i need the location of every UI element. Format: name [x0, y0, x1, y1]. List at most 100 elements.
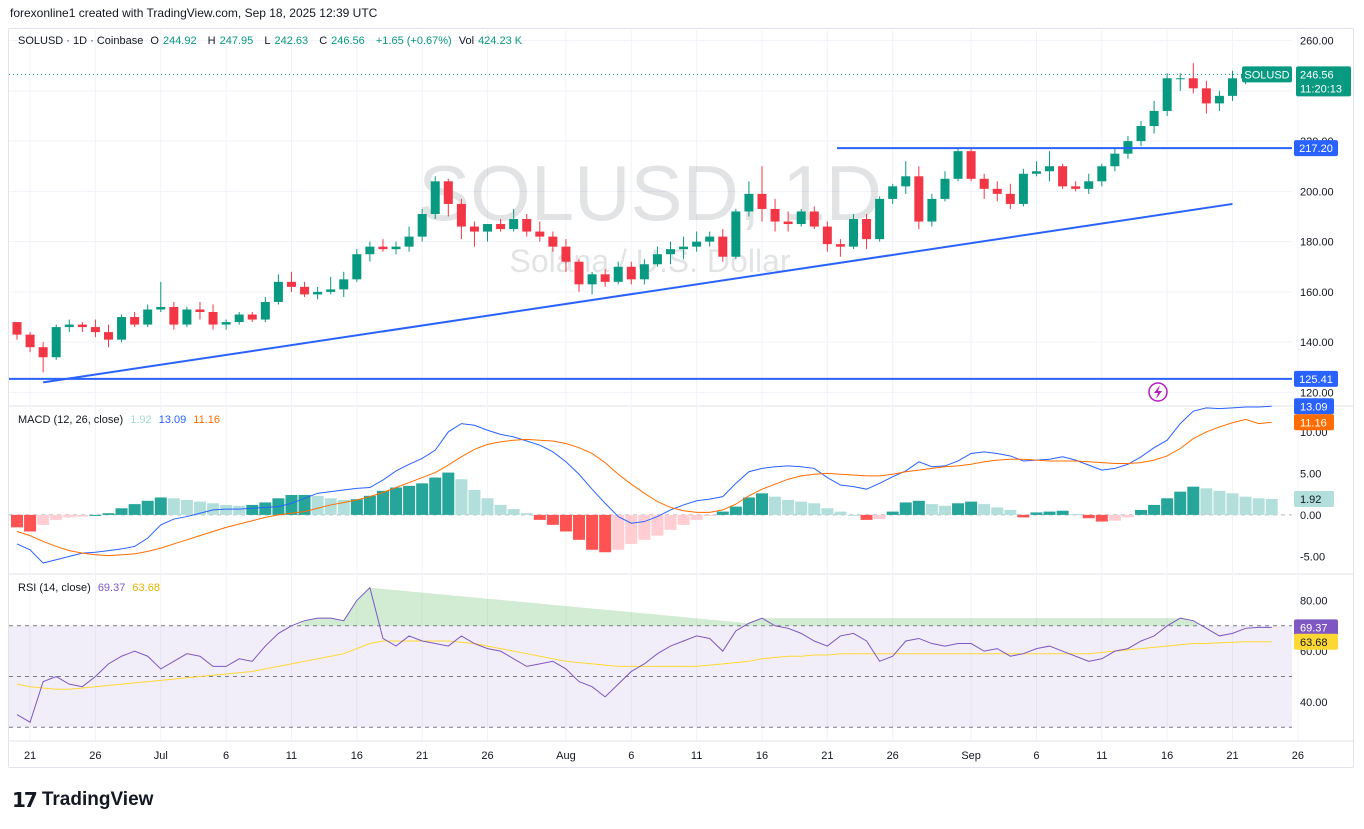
candle-body: [247, 314, 257, 320]
macd-value-tag-label: 13.09: [1300, 401, 1328, 413]
candle: [195, 301, 205, 320]
tradingview-logo[interactable]: 17 TradingView: [12, 788, 153, 812]
candle-body: [469, 226, 479, 232]
symbol-legend[interactable]: SOLUSD · 1D · Coinbase O 244.92 H 247.95 L…: [18, 35, 530, 47]
axis-labels: 260.00240.00220.00200.00180.00160.00140.…: [24, 36, 1334, 762]
candle: [1097, 163, 1107, 187]
candle: [1071, 181, 1081, 192]
candle: [1031, 161, 1041, 177]
candle: [692, 231, 702, 252]
macd-hist-bar: [834, 511, 847, 515]
macd-hist-bar: [1187, 486, 1200, 515]
candle: [260, 296, 270, 323]
candle-body: [835, 244, 845, 247]
candle-body: [966, 151, 976, 179]
support-level-tag: [1294, 370, 1338, 387]
chart-frame[interactable]: [8, 28, 1354, 768]
candle-body: [652, 254, 662, 265]
candle-body: [103, 332, 113, 340]
macd-hist-bar: [795, 501, 808, 515]
close-value: 246.56: [331, 35, 365, 47]
candle: [469, 221, 479, 247]
candle-body: [692, 241, 702, 247]
candle-body: [613, 266, 623, 282]
candle: [1188, 63, 1198, 94]
macd-hist-bar: [1200, 488, 1213, 515]
candle: [966, 148, 976, 182]
candle: [679, 236, 689, 260]
rsi-title[interactable]: RSI (14, close): [18, 582, 91, 594]
candle-body: [365, 246, 375, 255]
chart-marks: [11, 63, 1278, 723]
symbol-tag: [1242, 66, 1292, 83]
candle-body: [744, 193, 754, 212]
signal-line: [16, 418, 1272, 557]
candle: [51, 324, 61, 360]
open-value: 244.92: [162, 35, 197, 47]
time-tick-label: 26: [887, 750, 899, 762]
macd-signal-value: 11.16: [193, 414, 221, 426]
candle-body: [796, 211, 806, 225]
candle: [208, 304, 218, 330]
macd-hist-bar: [1030, 512, 1043, 515]
macd-hist-bar: [180, 499, 193, 515]
candle: [117, 314, 127, 343]
macd-hist-bar: [1069, 514, 1082, 516]
candle: [404, 226, 414, 252]
candle: [1045, 151, 1055, 182]
candle-body: [940, 178, 950, 199]
time-tick-label: 26: [1292, 750, 1304, 762]
candle: [300, 281, 310, 297]
candle-body: [862, 219, 872, 240]
candle-body: [378, 246, 388, 250]
candle-body: [417, 213, 427, 237]
high-label: H: [207, 35, 216, 47]
time-tick-label: 6: [223, 750, 229, 762]
candle-body: [1162, 78, 1172, 111]
candle-body: [626, 266, 636, 280]
macd-hist-bar: [612, 514, 625, 550]
candle-body: [117, 317, 127, 340]
hist-value-tag-label: 1.92: [1300, 494, 1321, 506]
time-tick-label: 26: [89, 750, 101, 762]
macd-hist-bar: [1108, 514, 1121, 521]
candle-body: [666, 249, 675, 255]
candle-body: [522, 219, 532, 232]
macd-tick-label: -5.00: [1300, 551, 1325, 563]
rsi-legend[interactable]: RSI (14, close) 69.37 63.68: [18, 582, 164, 594]
candle-body: [1175, 78, 1185, 80]
candle: [901, 161, 911, 194]
macd-hist-bar: [965, 501, 978, 515]
candle-body: [456, 203, 466, 227]
watermark-name: Solana / U.S. Dollar: [509, 243, 790, 279]
candle-body: [679, 246, 689, 250]
candle: [1005, 183, 1015, 209]
candle: [430, 176, 440, 220]
candle-body: [639, 264, 649, 280]
macd-title[interactable]: MACD (12, 26, close): [18, 414, 124, 426]
last-price-label: 246.56: [1300, 69, 1334, 81]
macd-hist-bar: [1239, 496, 1252, 515]
macd-hist-bar: [89, 514, 102, 516]
candle-body: [496, 224, 506, 230]
candle: [103, 324, 113, 348]
symbol-title[interactable]: SOLUSD · 1D · Coinbase: [18, 35, 144, 47]
candle-body: [260, 301, 270, 320]
candle-body: [326, 289, 336, 292]
price-tick-label: 260.00: [1300, 36, 1334, 48]
candle: [809, 206, 819, 230]
macd-hist-bar: [154, 497, 167, 515]
macd-hist-bar: [808, 503, 821, 515]
macd-hist-bar: [873, 514, 886, 520]
candle-body: [705, 236, 715, 242]
macd-hist-bar: [586, 514, 599, 550]
macd-legend[interactable]: MACD (12, 26, close) 1.92 13.09 11.16: [18, 414, 224, 426]
candle-body: [64, 324, 74, 328]
candle-body: [1005, 193, 1015, 204]
volume-label: Vol: [458, 35, 475, 47]
rsi-tick-label: 40.00: [1300, 697, 1328, 709]
candle-body: [561, 246, 571, 262]
candle: [770, 198, 780, 232]
macd-hist-bar: [573, 514, 586, 540]
